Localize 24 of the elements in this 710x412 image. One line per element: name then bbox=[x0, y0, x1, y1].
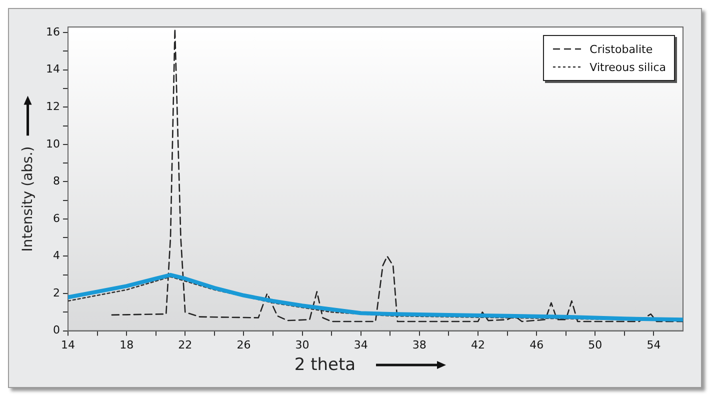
y-tick-label: 10 bbox=[46, 137, 60, 150]
x-tick-label: 18 bbox=[120, 338, 134, 352]
x-tick-label: 26 bbox=[236, 338, 251, 352]
x-tick-label: 54 bbox=[646, 338, 661, 352]
y-axis-title: Intensity (abs.) bbox=[20, 146, 36, 252]
x-tick-label: 50 bbox=[588, 338, 602, 352]
x-axis-title: 2 theta bbox=[294, 355, 356, 375]
y-tick-label: 12 bbox=[46, 100, 60, 114]
y-tick-label: 6 bbox=[52, 212, 60, 225]
x-tick-label: 22 bbox=[178, 338, 192, 352]
y-tick-label: 2 bbox=[52, 286, 60, 300]
x-tick-label: 42 bbox=[471, 338, 485, 352]
legend-label: Cristobalite bbox=[590, 42, 653, 56]
y-tick-label: 0 bbox=[52, 324, 60, 337]
x-tick-label: 46 bbox=[530, 338, 544, 352]
legend-label: Vitreous silica bbox=[590, 60, 666, 74]
x-tick-label: 30 bbox=[295, 338, 310, 352]
y-tick-label: 16 bbox=[46, 25, 60, 38]
line-series bbox=[111, 28, 683, 322]
y-tick-label: 8 bbox=[52, 174, 60, 188]
y-tick-label: 14 bbox=[46, 62, 60, 76]
x-tick-label: 34 bbox=[354, 338, 368, 352]
x-tick-label: 38 bbox=[412, 338, 426, 352]
y-tick-label: 4 bbox=[52, 249, 60, 262]
